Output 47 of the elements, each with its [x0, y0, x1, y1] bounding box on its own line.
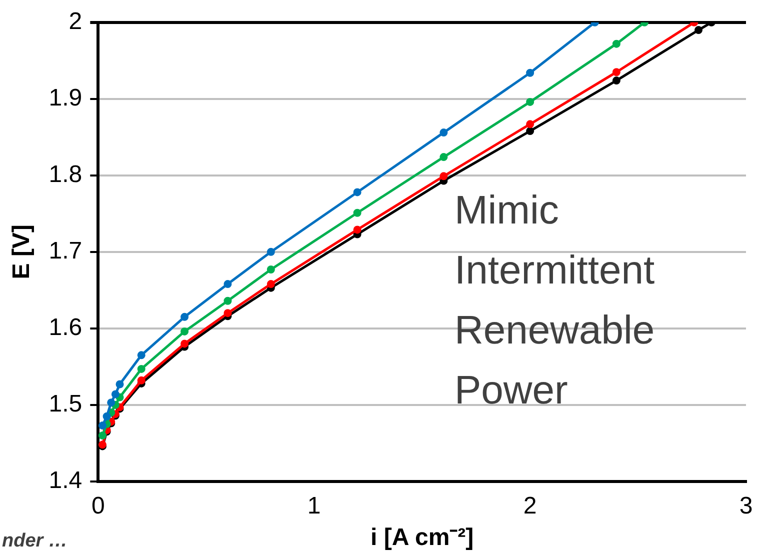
text: nder … [2, 530, 68, 552]
y-tick-label: 1.9 [48, 84, 82, 112]
point [526, 68, 534, 77]
point [137, 376, 146, 384]
y-tick-label: 1.5 [48, 390, 82, 418]
point [266, 280, 275, 288]
point [137, 351, 146, 360]
point [266, 265, 275, 274]
point [107, 398, 116, 407]
x-tick-label: 2 [523, 492, 537, 520]
point [180, 327, 189, 336]
point [526, 127, 534, 136]
y-tick-label: 1.6 [48, 314, 82, 342]
point [612, 76, 620, 85]
point [353, 188, 362, 196]
x-tick-label: 0 [91, 492, 105, 520]
point [612, 40, 620, 48]
point [440, 172, 448, 180]
point [526, 98, 534, 106]
point [137, 364, 146, 373]
y-tick-label: 1.7 [48, 238, 82, 265]
point [224, 296, 232, 305]
point [612, 68, 620, 76]
point [526, 120, 534, 128]
y-tick-label: 1.4 [48, 467, 82, 494]
point [98, 422, 106, 430]
point [98, 432, 106, 440]
point [440, 153, 448, 162]
x-axis-title: i [A cm⁻²] [370, 524, 474, 552]
point [116, 380, 124, 388]
point [440, 128, 448, 137]
point [111, 390, 120, 398]
point [694, 26, 702, 34]
point [266, 248, 275, 256]
y-axis-title: E [V] [8, 224, 36, 280]
annotation: Mimic Intermittent Renewable Power [454, 188, 655, 412]
point [180, 340, 189, 348]
point [224, 309, 232, 318]
point [353, 208, 362, 217]
point [224, 280, 232, 288]
point [102, 412, 111, 420]
y-tick-label: 2 [68, 8, 82, 36]
x-tick-label: 3 [739, 492, 753, 520]
x-tick-label: 1 [307, 492, 321, 520]
point [180, 312, 189, 321]
point [353, 226, 362, 234]
y-tick-label: 1.8 [48, 161, 82, 188]
